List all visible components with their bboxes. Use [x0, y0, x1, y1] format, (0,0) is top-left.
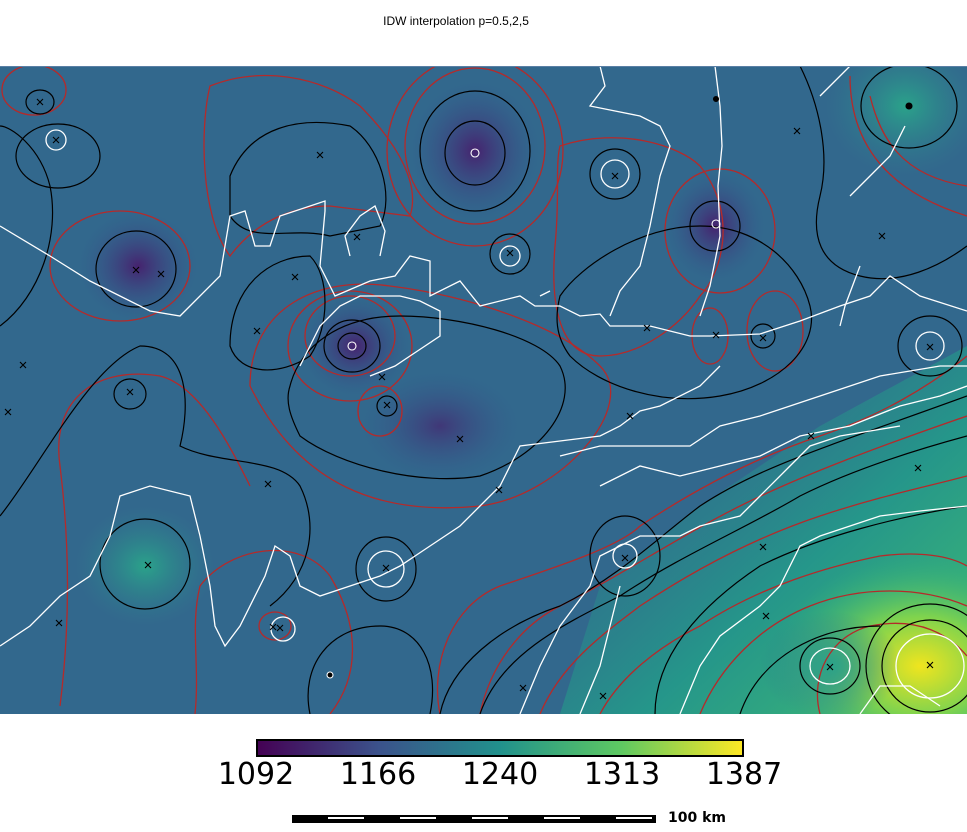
- se-secondary-zone: [760, 611, 900, 714]
- black-contours: [0, 66, 967, 714]
- sample-point: [291, 273, 299, 281]
- sample-point: [926, 343, 934, 351]
- sample-point: [626, 412, 634, 420]
- sample-point: [470, 148, 480, 158]
- low-lobe-west: [78, 211, 198, 321]
- sample-point: [914, 464, 922, 472]
- sample-point: [926, 661, 934, 669]
- sample-point: [519, 684, 527, 692]
- sample-point: [316, 151, 324, 159]
- sample-point: [762, 612, 770, 620]
- sample-point: [712, 331, 720, 339]
- low-lobe-south: [360, 371, 520, 481]
- sample-point: [807, 432, 815, 440]
- sample-point: [599, 692, 607, 700]
- ne-high-zone: [825, 66, 967, 176]
- scale-label: 100 km: [668, 810, 726, 826]
- colorbar-label-3: 1240: [461, 757, 539, 792]
- map-title: IDW interpolation p=0.5,2,5: [383, 14, 529, 28]
- colorbar-label-2: 1166: [339, 757, 417, 792]
- sample-point: [4, 408, 12, 416]
- sample-point: [55, 619, 63, 627]
- sample-point: [276, 624, 284, 632]
- sample-point: [132, 266, 140, 274]
- sample-point: [643, 324, 651, 332]
- sample-points: [4, 95, 934, 700]
- sample-point: [712, 95, 720, 103]
- sample-point: [144, 561, 152, 569]
- sample-point: [826, 663, 834, 671]
- sample-point: [52, 136, 60, 144]
- interpolation-map[interactable]: [0, 66, 967, 714]
- sample-point: [456, 435, 464, 443]
- sample-point: [382, 564, 390, 572]
- sample-point: [495, 486, 503, 494]
- sample-point: [19, 361, 27, 369]
- border-lines: [0, 66, 967, 714]
- sample-point: [711, 219, 721, 229]
- sample-point: [326, 671, 334, 679]
- colorbar-label-4: 1313: [583, 757, 661, 792]
- sample-point: [347, 341, 357, 351]
- sample-point: [506, 249, 514, 257]
- sample-point: [878, 232, 886, 240]
- sample-point: [759, 543, 767, 551]
- west-teal-zone: [75, 506, 215, 626]
- scale-bar: [292, 815, 656, 823]
- sample-point: [36, 98, 44, 106]
- colorbar-label-max: 1387: [705, 757, 783, 792]
- sample-point: [378, 373, 386, 381]
- sample-point: [264, 480, 272, 488]
- sample-point: [253, 327, 261, 335]
- sample-point: [353, 233, 361, 241]
- sample-point: [157, 270, 165, 278]
- sample-point: [611, 172, 619, 180]
- low-lobe-north: [410, 81, 540, 221]
- colorbar-label-min: 1092: [217, 757, 295, 792]
- low-lobe-ne: [665, 171, 765, 281]
- sample-point: [383, 401, 391, 409]
- colorbar: [256, 739, 744, 757]
- sample-point: [269, 623, 277, 631]
- sample-point: [905, 102, 913, 110]
- sample-point: [759, 334, 767, 342]
- sample-point: [126, 388, 134, 396]
- sample-point: [793, 127, 801, 135]
- sample-point: [621, 554, 629, 562]
